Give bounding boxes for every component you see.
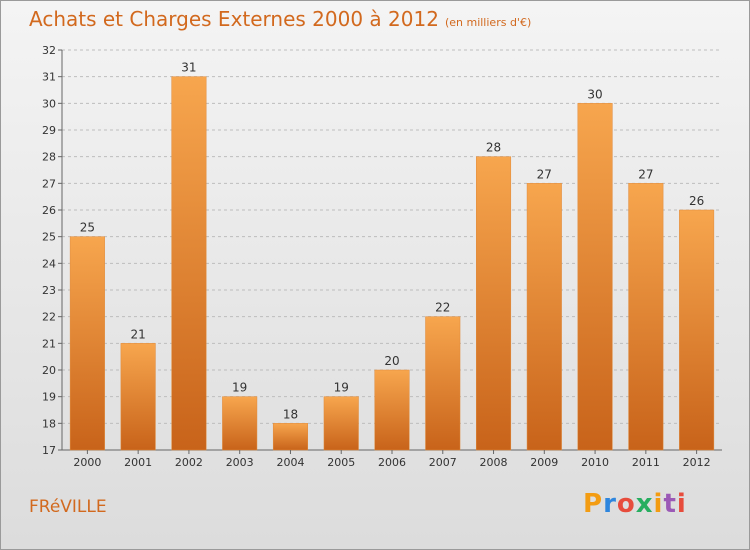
bars [69, 76, 715, 451]
logo-letter: i [676, 489, 687, 519]
y-tick-label: 27 [42, 177, 56, 190]
y-tick-label: 28 [42, 151, 56, 164]
y-tick-label: 18 [42, 417, 56, 430]
bar [222, 396, 258, 451]
logo-letter: P [583, 489, 604, 519]
x-tick-label: 2004 [276, 456, 304, 469]
chart-title: Achats et Charges Externes 2000 à 2012 (e… [29, 7, 531, 31]
logo-letter: x [635, 489, 654, 519]
proxiti-logo: Proxiti [583, 489, 687, 519]
x-tick-label: 2010 [581, 456, 609, 469]
y-tick-label: 32 [42, 44, 56, 57]
bar-value-label: 26 [689, 194, 704, 208]
x-tick-label: 2001 [124, 456, 152, 469]
data-labels: 25 21 31 19 18 19 20 22 28 27 30 27 26 [80, 61, 705, 422]
x-tick-label: 2009 [530, 456, 558, 469]
y-tick-label: 22 [42, 311, 56, 324]
logo-letter: t [663, 489, 677, 519]
x-tick-label: 2007 [429, 456, 457, 469]
y-tick-label: 24 [42, 257, 56, 270]
y-tick-label: 29 [42, 124, 56, 137]
bar-value-label: 22 [435, 301, 450, 315]
bar-value-label: 27 [537, 167, 552, 181]
bar [171, 76, 207, 451]
y-tick-label: 20 [42, 364, 56, 377]
x-tick-label: 2005 [327, 456, 355, 469]
bar [272, 423, 308, 451]
bar [425, 316, 461, 451]
y-tick-label: 21 [42, 337, 56, 350]
bar [628, 183, 664, 451]
logo-letter: i [653, 489, 664, 519]
chart-title-main: Achats et Charges Externes 2000 à 2012 [29, 7, 439, 31]
bar-value-label: 20 [384, 354, 399, 368]
bar-value-label: 25 [80, 221, 95, 235]
bar [374, 369, 410, 451]
bar-value-label: 31 [181, 61, 196, 75]
place-name: FRéVILLE [29, 497, 107, 517]
bar [120, 343, 156, 451]
x-tick-label: 2002 [175, 456, 203, 469]
bar-value-label: 18 [283, 407, 298, 421]
bar-value-label: 28 [486, 141, 501, 155]
bar-value-label: 27 [638, 167, 653, 181]
y-tick-label: 26 [42, 204, 56, 217]
bar [476, 156, 512, 451]
bar-value-label: 19 [232, 381, 247, 395]
bar-value-label: 21 [131, 327, 146, 341]
y-tick-label: 17 [42, 444, 56, 457]
bar [69, 236, 105, 451]
y-tick-label: 30 [42, 97, 56, 110]
x-tick-label: 2006 [378, 456, 406, 469]
bar [679, 209, 715, 451]
x-tick-label: 2003 [226, 456, 254, 469]
x-tick-label: 2008 [480, 456, 508, 469]
y-tick-label: 19 [42, 391, 56, 404]
x-tick-label: 2011 [632, 456, 660, 469]
bar [577, 103, 613, 451]
y-tick-label: 31 [42, 71, 56, 84]
x-tick-label: 2012 [683, 456, 711, 469]
bar [323, 396, 359, 451]
x-tick-label: 2000 [73, 456, 101, 469]
y-tick-label: 25 [42, 231, 56, 244]
bar-value-label: 19 [334, 381, 349, 395]
logo-letter: o [616, 489, 636, 519]
x-tick-labels: 2000 2001 2002 2003 2004 2005 2006 2007 2008 2009… [73, 450, 711, 469]
logo-letter: r [603, 489, 617, 519]
bar-value-label: 30 [587, 87, 602, 101]
y-tick-label: 23 [42, 284, 56, 297]
chart-subtitle: (en milliers d'€) [444, 16, 532, 29]
bar [526, 183, 562, 451]
y-tick-labels: 17 18 19 20 21 22 23 24 25 26 27 28 29 30 31 32 [42, 44, 56, 457]
